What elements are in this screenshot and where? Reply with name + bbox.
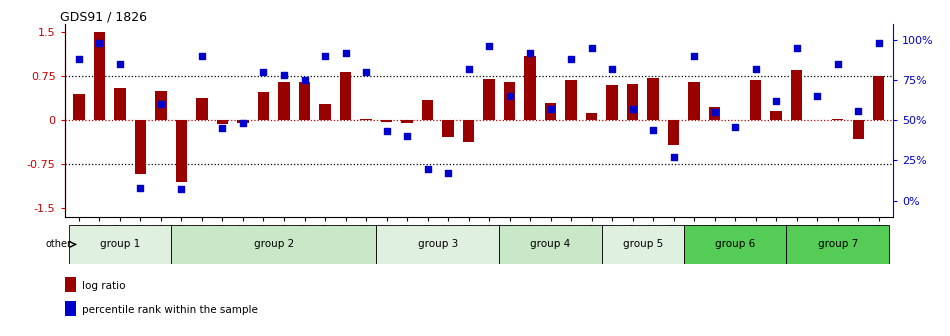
Point [153,101,168,107]
Bar [832,119,844,120]
Bar [873,76,884,120]
Bar [299,82,310,120]
Point [666,155,681,160]
Text: group 1: group 1 [100,240,140,249]
Bar [750,80,761,120]
Bar [156,91,166,120]
Point [830,61,846,67]
Bar [278,82,290,120]
Bar [443,120,454,136]
Bar [545,102,556,120]
Bar [376,225,500,264]
Point [441,171,456,176]
Bar [319,104,331,120]
Point [502,93,517,99]
Point [276,72,292,78]
Point [563,56,579,62]
Point [338,50,353,55]
Bar [463,120,474,142]
Point [748,66,763,71]
Point [92,40,107,46]
Point [543,106,559,112]
Point [482,43,497,49]
Text: group 7: group 7 [818,240,858,249]
Bar [524,56,536,120]
Point [522,50,538,55]
Bar [606,85,618,120]
Bar [500,225,602,264]
Bar [422,100,433,120]
Point [256,69,271,75]
Point [317,53,332,58]
Bar [114,88,125,120]
Bar [94,32,105,120]
Text: group 6: group 6 [715,240,755,249]
Bar [627,84,638,120]
Bar [402,120,412,123]
Bar [586,113,598,120]
Point [420,166,435,171]
Text: group 4: group 4 [530,240,571,249]
Bar [787,225,889,264]
Bar [171,225,376,264]
Text: group 3: group 3 [418,240,458,249]
Point [707,110,722,115]
Bar [648,78,658,120]
Point [399,134,414,139]
Point [174,187,189,192]
Point [112,61,127,67]
Bar [684,225,787,264]
Bar [340,72,352,120]
Bar [709,107,720,120]
Bar [770,111,782,120]
Point [769,98,784,103]
Point [871,40,886,46]
Bar [135,120,146,174]
Bar [602,225,684,264]
Point [461,66,476,71]
Bar [484,79,495,120]
Point [379,129,394,134]
Bar [360,119,371,120]
Point [133,185,148,191]
Bar [504,82,515,120]
Bar [238,120,249,123]
Text: GDS91 / 1826: GDS91 / 1826 [61,10,147,24]
Bar [381,120,392,122]
Point [297,77,313,83]
Bar [565,80,577,120]
Bar [668,120,679,145]
Point [195,53,210,58]
Point [584,45,599,50]
Bar [852,120,864,139]
Bar [176,120,187,181]
Bar [257,92,269,120]
Point [604,66,619,71]
Point [728,124,743,129]
Bar [68,225,171,264]
Text: log ratio: log ratio [82,281,125,291]
Point [850,108,865,113]
Point [645,127,660,133]
Point [236,121,251,126]
Bar [197,98,208,120]
Text: percentile rank within the sample: percentile rank within the sample [82,305,257,315]
Point [809,93,825,99]
Point [625,106,640,112]
Text: group 5: group 5 [622,240,663,249]
Bar [73,94,85,120]
Text: group 2: group 2 [254,240,294,249]
Point [71,56,86,62]
Bar [217,120,228,124]
Point [358,69,373,75]
Point [789,45,805,50]
Point [215,126,230,131]
Point [687,53,702,58]
Bar [791,70,802,120]
Bar [689,82,700,120]
Text: other: other [46,240,72,249]
